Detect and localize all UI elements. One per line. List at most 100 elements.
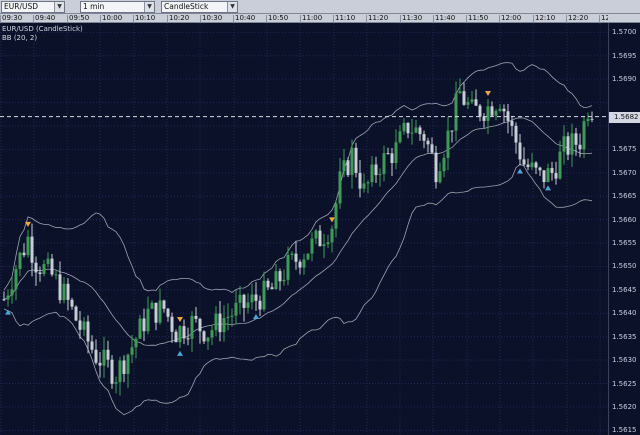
candle-body — [2, 299, 6, 301]
candle-body — [198, 318, 202, 332]
symbol-label: EUR/USD — [4, 2, 38, 11]
time-tick-label: 10:00 — [102, 14, 123, 22]
timeframe-label: 1 min — [83, 2, 105, 11]
chevron-down-icon: ▼ — [227, 2, 237, 12]
time-tick-separator — [33, 15, 34, 22]
candle-body — [102, 349, 106, 366]
candle-body — [486, 106, 490, 121]
candle-body — [358, 172, 362, 189]
time-tick-separator — [0, 15, 1, 22]
candle-body — [426, 140, 430, 145]
time-tick-label: 10:20 — [169, 14, 190, 22]
candle-body — [430, 144, 434, 153]
candle-body — [530, 162, 534, 168]
chart-type-dropdown[interactable]: CandleStick ▼ — [161, 1, 238, 13]
candle-body — [274, 271, 278, 290]
time-tick-separator — [499, 15, 500, 22]
candle-body — [54, 274, 58, 276]
sell-signal-marker — [25, 221, 31, 227]
candle-body — [526, 164, 530, 168]
candle-body — [258, 300, 262, 310]
candle-body — [314, 230, 318, 239]
candle-body — [498, 108, 502, 112]
time-tick-label: 09:50 — [69, 14, 90, 22]
candle-body — [270, 287, 274, 290]
candle-body — [558, 151, 562, 179]
time-axis[interactable]: 09:30 09:40 09:50 10:00 10:10 10:20 10:30 10:40… — [0, 14, 621, 23]
time-tick-separator — [400, 15, 401, 22]
candle-body — [78, 320, 82, 330]
candle-body — [402, 122, 406, 132]
candle-body — [282, 279, 286, 282]
candle-body — [434, 152, 438, 183]
price-tick-label: 1.5630 — [612, 356, 637, 365]
time-tick-label: 10:10 — [135, 14, 156, 22]
price-tick-label: 1.5695 — [612, 51, 637, 60]
axis-corner — [608, 14, 640, 23]
candle-body — [214, 313, 218, 331]
candle-body — [350, 147, 354, 176]
time-tick-label: 11:50 — [468, 14, 489, 22]
sell-signal-marker — [485, 90, 491, 96]
candle-body — [322, 244, 326, 247]
candle-body — [254, 294, 258, 301]
candle-body — [458, 91, 462, 94]
price-tick-label: 1.5690 — [612, 75, 637, 84]
time-tick-label: 10:50 — [268, 14, 289, 22]
candle-body — [86, 321, 90, 342]
chevron-down-icon: ▼ — [144, 2, 154, 12]
candle-body — [22, 252, 26, 256]
candle-body — [578, 144, 582, 150]
candle-body — [338, 171, 342, 204]
candle-body — [242, 294, 246, 308]
time-tick-separator — [266, 15, 267, 22]
candle-body — [286, 255, 290, 280]
bollinger-upper-band — [3, 62, 593, 293]
candle-body — [438, 171, 442, 183]
candle-body — [414, 127, 418, 133]
candle-body — [302, 259, 306, 268]
candle-body — [30, 236, 34, 263]
candle-body — [294, 253, 298, 262]
candle-body — [394, 142, 398, 163]
candle-body — [250, 294, 254, 303]
candle-body — [10, 289, 14, 296]
candle-body — [398, 131, 402, 143]
chevron-down-icon: ▼ — [54, 2, 64, 12]
timeframe-dropdown[interactable]: 1 min ▼ — [80, 1, 155, 13]
toolbar: EUR/USD ▼ 1 min ▼ CandleStick ▼ — [0, 0, 640, 14]
candle-body — [122, 360, 126, 374]
candle-body — [326, 242, 330, 245]
candle-body — [146, 308, 150, 332]
candle-body — [110, 359, 114, 384]
candle-body — [554, 172, 558, 179]
candle-body — [210, 330, 214, 338]
time-tick-label: 12:10 — [535, 14, 556, 22]
candle-body — [542, 170, 546, 183]
sell-signal-marker — [329, 217, 335, 223]
candle-body — [42, 263, 46, 275]
time-tick-label: 10:30 — [202, 14, 223, 22]
candle-body — [382, 153, 386, 175]
candle-body — [98, 362, 102, 366]
candle-body — [298, 261, 302, 268]
current-price-label: 1.5682 — [609, 111, 640, 123]
candle-body — [318, 230, 322, 247]
price-tick-label: 1.5640 — [612, 309, 637, 318]
buy-signal-marker — [5, 309, 11, 315]
symbol-dropdown[interactable]: EUR/USD ▼ — [1, 1, 65, 13]
candle-body — [366, 182, 370, 184]
price-tick-label: 1.5675 — [612, 145, 637, 154]
candle-body — [406, 122, 410, 134]
candle-body — [70, 299, 74, 307]
candle-body — [46, 258, 50, 264]
price-axis[interactable]: 1.5682 1.5700 1.5695 1.5690 1.5675 1.5670 1.5… — [608, 23, 640, 435]
candle-body — [510, 120, 514, 126]
candle-body — [26, 236, 30, 256]
price-chart[interactable] — [0, 23, 608, 435]
candle-body — [562, 136, 566, 152]
candle-body — [534, 162, 538, 168]
price-tick-label: 1.5615 — [612, 426, 637, 435]
time-tick-label: 09:40 — [35, 14, 56, 22]
candle-body — [62, 283, 66, 301]
